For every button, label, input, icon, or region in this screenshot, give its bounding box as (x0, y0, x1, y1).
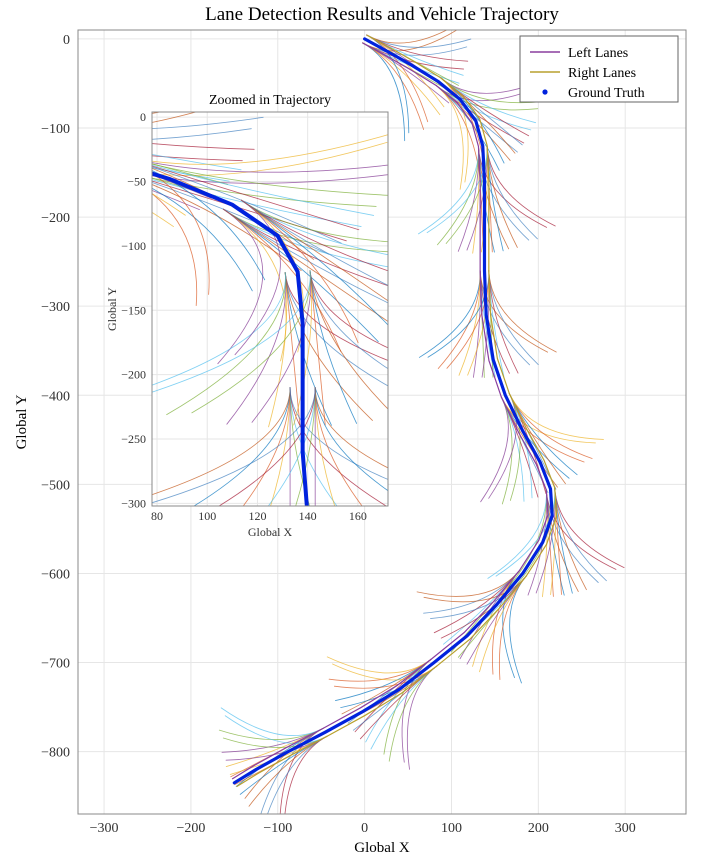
x-tick-label: −200 (176, 821, 205, 836)
inset-x-tick: 120 (248, 509, 266, 523)
inset-y-tick: −100 (121, 239, 146, 253)
x-tick-label: 0 (361, 821, 368, 836)
inset-x-tick: 100 (198, 509, 216, 523)
y-tick-label: −600 (41, 567, 70, 582)
x-axis-label: Global X (354, 840, 410, 854)
inset-x-tick: 80 (151, 509, 163, 523)
y-axis-label: Global Y (14, 394, 30, 449)
x-tick-label: 100 (441, 821, 462, 836)
y-tick-label: 0 (63, 33, 70, 48)
y-tick-label: −300 (41, 300, 70, 315)
chart-title: Lane Detection Results and Vehicle Traje… (205, 4, 559, 25)
x-tick-label: 200 (528, 821, 549, 836)
x-tick-label: 300 (615, 821, 636, 836)
x-tick-label: −100 (263, 821, 292, 836)
legend-label: Right Lanes (568, 66, 636, 81)
x-tick-label: −300 (90, 821, 119, 836)
legend: Left Lanes Right Lanes Ground Truth (520, 36, 678, 102)
y-tick-label: −400 (41, 389, 70, 404)
inset-x-tick: 140 (299, 509, 317, 523)
inset-y-label: Global Y (105, 287, 119, 331)
inset-y-tick: −250 (121, 432, 146, 446)
legend-swatch-marker (542, 89, 547, 94)
y-tick-label: −100 (41, 122, 70, 137)
lane-detection-chart: −300 −200 −100 0 100 200 300 0 −100 −200 −300 −400 −… (0, 0, 710, 854)
y-tick-label: −700 (41, 657, 70, 672)
y-tick-label: −200 (41, 211, 70, 226)
legend-label: Left Lanes (568, 46, 628, 61)
inset-y-tick: −200 (121, 368, 146, 382)
y-tick-label: −800 (41, 746, 70, 761)
legend-label: Ground Truth (568, 86, 645, 101)
inset-y-tick: −300 (121, 496, 146, 510)
y-tick-label: −500 (41, 478, 70, 493)
inset-y-tick: −150 (121, 303, 146, 317)
inset-y-tick: 0 (140, 110, 146, 124)
inset-y-tick: −50 (127, 175, 146, 189)
inset-title: Zoomed in Trajectory (209, 93, 331, 108)
inset-x-tick: 160 (349, 509, 367, 523)
inset-x-label: Global X (248, 525, 293, 539)
